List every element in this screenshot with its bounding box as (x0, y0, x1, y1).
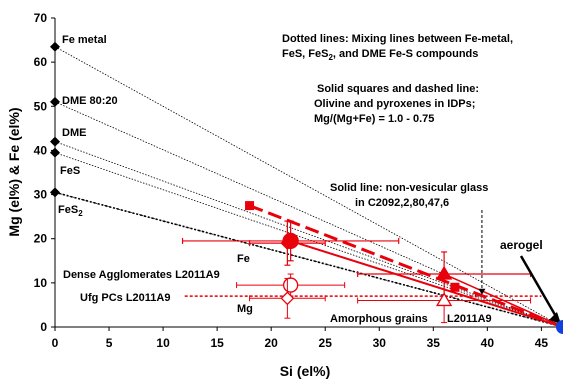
x-tick-label: 35 (427, 336, 441, 350)
point-label-fe: Fe (237, 253, 250, 265)
chart-marks (50, 41, 563, 334)
annotation-dotted-2: FeS, FeS2, and DME Fe-S compounds (282, 48, 478, 62)
x-tick-label: 40 (481, 336, 495, 350)
y-tick-label: 10 (34, 276, 48, 290)
point-circle-marker (282, 277, 299, 293)
compound-marker (50, 136, 60, 147)
compound-marker (50, 187, 60, 198)
compound-label-dme: DME (62, 127, 86, 139)
idp-square-marker (245, 201, 255, 211)
annotation-dotted: Dotted lines: Mixing lines between Fe-me… (282, 33, 513, 45)
y-tick-label: 50 (34, 99, 48, 113)
mixing-line (54, 141, 563, 328)
compound-label-fe-metal: Fe metal (62, 34, 107, 46)
compound-label-fes: FeS (60, 165, 80, 177)
idp-dashed-line (249, 204, 563, 329)
point-diamond-marker (280, 291, 295, 306)
series-label-ufg: Ufg PCs L2011A9 (80, 292, 170, 304)
aerogel-arrow-head (549, 312, 561, 324)
series-label-amorphous-id: L2011A9 (447, 313, 492, 325)
mixing-line (54, 191, 563, 328)
annotation-solid-squares-3: Mg/(Mg+Fe) = 1.0 - 0.75 (314, 113, 434, 125)
annotation-glass-2: in C2092,2,80,47,6 (355, 197, 449, 209)
x-tick-label: 5 (106, 336, 113, 350)
dense-fe-line (290, 239, 563, 328)
y-axis-label: Mg (el%) & Fe (el%) (6, 107, 22, 236)
point-triangle-marker (435, 292, 453, 307)
mixing-line (54, 152, 563, 328)
y-tick-label: 0 (40, 320, 47, 334)
compound-marker (50, 147, 60, 158)
glass-arrow-head (478, 288, 486, 295)
axes: 0 5 10 15 20 25 30 35 40 45 0 10 20 30 40 50 60 70 (34, 11, 563, 350)
annotation-solid-squares-1: Solid squares and dashed line: (317, 83, 479, 95)
annotation-aerogel: aerogel (500, 238, 543, 252)
x-tick-label: 20 (264, 336, 278, 350)
x-tick-label: 10 (156, 336, 170, 350)
x-tick-label: 0 (52, 336, 59, 350)
y-tick-label: 30 (34, 188, 48, 202)
mixing-line (54, 46, 563, 328)
x-tick-label: 30 (373, 336, 387, 350)
point-label-mg: Mg (237, 303, 253, 315)
compound-label-fes2: FeS2 (58, 204, 83, 218)
y-tick-label: 70 (34, 11, 48, 25)
compound-marker (50, 41, 60, 52)
x-tick-label: 25 (319, 336, 333, 350)
aerogel-point-marker (556, 320, 563, 334)
annotation-glass-1: Solid line: non-vesicular glass (330, 182, 488, 194)
x-tick-label: 45 (535, 336, 549, 350)
point-triangle-marker (435, 265, 453, 280)
point-diamond-marker (280, 236, 295, 251)
y-tick-label: 60 (34, 55, 48, 69)
x-tick-label: 15 (210, 336, 224, 350)
compound-label-dme-80-20: DME 80:20 (62, 95, 118, 107)
x-axis-label: Si (el%) (280, 363, 331, 379)
annotation-solid-squares-2: Olivine and pyroxenes in IDPs; (314, 98, 475, 110)
compound-marker (50, 96, 60, 107)
idp-square-marker (450, 282, 460, 292)
aerogel-arrow-line (519, 255, 560, 321)
y-tick-label: 20 (34, 232, 48, 246)
series-label-amorphous: Amorphous grains (330, 313, 428, 325)
mixing-line-fes2 (54, 191, 563, 328)
series-label-dense: Dense Agglomerates L2011A9 (63, 269, 220, 281)
y-tick-label: 40 (34, 143, 48, 157)
